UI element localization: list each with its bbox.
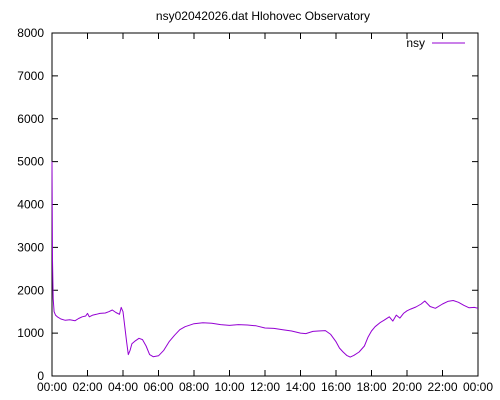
x-tick-label: 14:00 <box>285 380 315 394</box>
x-tick-label: 16:00 <box>321 380 351 394</box>
x-tick-label: 00:00 <box>463 380 493 394</box>
y-tick-label: 3000 <box>17 240 44 254</box>
y-tick-label: 0 <box>37 369 44 383</box>
series-layer <box>51 161 479 358</box>
x-tick-label: 00:00 <box>37 380 67 394</box>
legend: nsy <box>406 36 465 50</box>
x-tick-label: 04:00 <box>108 380 138 394</box>
plot-frame <box>51 32 479 377</box>
y-tick-label: 7000 <box>17 69 44 83</box>
axis-layer: 0 1000 2000 3000 4000 5000 6000 7000 8000 00:00 02… <box>17 26 493 394</box>
chart-title: nsy02042026.dat Hlohovec Observatory <box>156 9 370 23</box>
y-tick-label: 8000 <box>17 26 44 40</box>
series-line-nsy <box>51 161 479 358</box>
x-tick-label: 18:00 <box>356 380 386 394</box>
x-tick-label: 12:00 <box>250 380 280 394</box>
x-tick-label: 22:00 <box>427 380 457 394</box>
y-tick-label: 6000 <box>17 112 44 126</box>
y-tick-label: 5000 <box>17 155 44 169</box>
x-tick-label: 08:00 <box>179 380 209 394</box>
x-tick-label: 10:00 <box>214 380 244 394</box>
x-tick-label: 06:00 <box>143 380 173 394</box>
y-tick-label: 1000 <box>17 326 44 340</box>
legend-label-nsy: nsy <box>406 36 425 50</box>
x-tick-label: 20:00 <box>392 380 422 394</box>
y-tick-label: 2000 <box>17 283 44 297</box>
x-tick-label: 02:00 <box>72 380 102 394</box>
y-tick-label: 4000 <box>17 198 44 212</box>
